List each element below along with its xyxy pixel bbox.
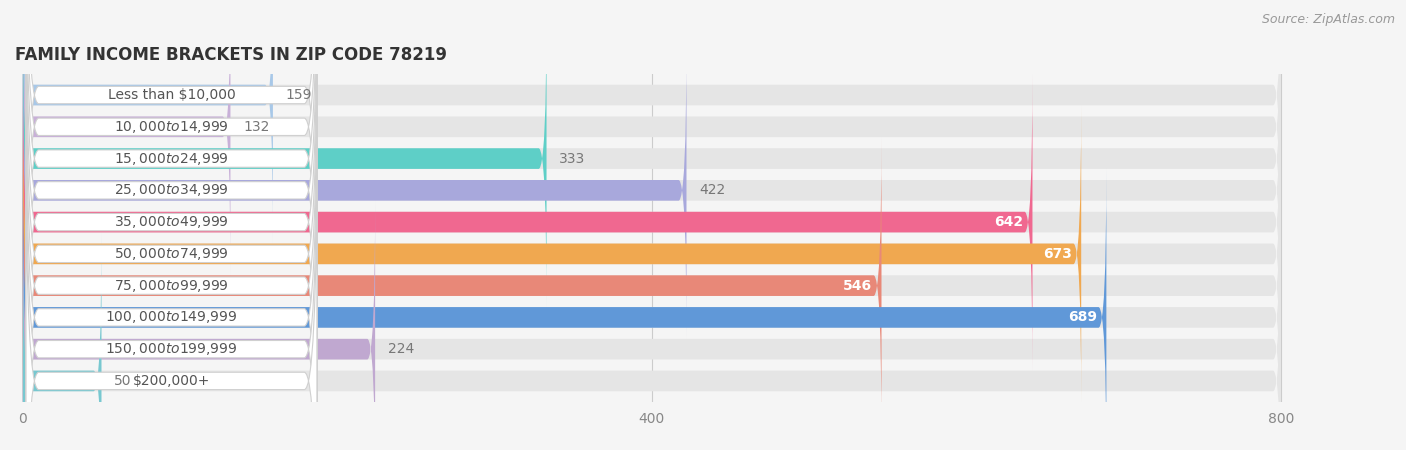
Text: $35,000 to $49,999: $35,000 to $49,999 [114,214,229,230]
FancyBboxPatch shape [22,137,882,434]
FancyBboxPatch shape [25,9,316,450]
FancyBboxPatch shape [25,104,316,450]
FancyBboxPatch shape [22,0,231,275]
FancyBboxPatch shape [22,0,1281,275]
Text: $25,000 to $34,999: $25,000 to $34,999 [114,182,229,198]
Text: $15,000 to $24,999: $15,000 to $24,999 [114,151,229,166]
FancyBboxPatch shape [25,0,316,341]
Text: $200,000+: $200,000+ [132,374,209,388]
FancyBboxPatch shape [25,0,316,372]
FancyBboxPatch shape [22,137,1281,434]
FancyBboxPatch shape [25,0,316,450]
FancyBboxPatch shape [22,0,1281,243]
FancyBboxPatch shape [22,105,1081,402]
Text: 50: 50 [114,374,132,388]
FancyBboxPatch shape [22,233,1281,450]
FancyBboxPatch shape [22,10,1281,307]
Text: Less than $10,000: Less than $10,000 [108,88,235,102]
Text: 159: 159 [285,88,312,102]
Text: 132: 132 [243,120,270,134]
Text: $10,000 to $14,999: $10,000 to $14,999 [114,119,229,135]
FancyBboxPatch shape [22,169,1281,450]
Text: 689: 689 [1069,310,1097,324]
Text: Source: ZipAtlas.com: Source: ZipAtlas.com [1261,14,1395,27]
Text: 224: 224 [388,342,413,356]
FancyBboxPatch shape [22,201,375,450]
FancyBboxPatch shape [25,72,316,450]
FancyBboxPatch shape [22,74,1281,371]
Text: 673: 673 [1043,247,1071,261]
Text: 546: 546 [844,279,872,292]
Text: $75,000 to $99,999: $75,000 to $99,999 [114,278,229,294]
FancyBboxPatch shape [22,169,1107,450]
Text: 422: 422 [699,183,725,198]
Text: $50,000 to $74,999: $50,000 to $74,999 [114,246,229,262]
FancyBboxPatch shape [25,0,316,404]
FancyBboxPatch shape [22,0,273,243]
FancyBboxPatch shape [22,42,1281,339]
FancyBboxPatch shape [22,201,1281,450]
Text: 333: 333 [560,152,585,166]
Text: $100,000 to $149,999: $100,000 to $149,999 [105,310,238,325]
FancyBboxPatch shape [22,233,101,450]
FancyBboxPatch shape [22,105,1281,402]
FancyBboxPatch shape [22,42,686,339]
FancyBboxPatch shape [25,135,316,450]
Text: 642: 642 [994,215,1024,229]
Text: FAMILY INCOME BRACKETS IN ZIP CODE 78219: FAMILY INCOME BRACKETS IN ZIP CODE 78219 [15,46,447,64]
FancyBboxPatch shape [22,74,1032,371]
FancyBboxPatch shape [22,10,547,307]
FancyBboxPatch shape [25,40,316,450]
FancyBboxPatch shape [25,0,316,436]
Text: $150,000 to $199,999: $150,000 to $199,999 [105,341,238,357]
